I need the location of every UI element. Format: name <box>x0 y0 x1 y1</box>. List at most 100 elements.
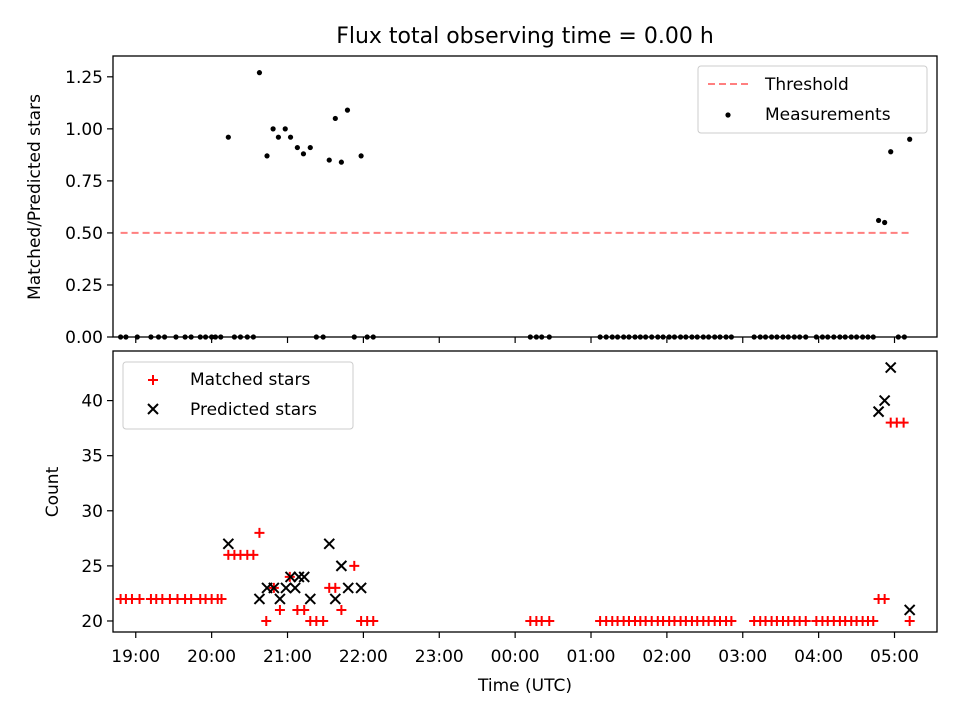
measurement-point <box>294 144 300 151</box>
predicted-star-marker <box>298 571 310 583</box>
matched-star-marker <box>868 615 879 626</box>
measurement-point <box>256 70 263 76</box>
measurement-point <box>270 126 276 132</box>
matched-star-marker <box>544 615 555 626</box>
measurement-point <box>287 134 294 140</box>
chart-title: Flux total observing time = 0.00 h <box>336 24 714 49</box>
measurements-legend-swatch <box>725 112 731 118</box>
top-ylabel: Matched/Predicted stars <box>25 94 45 300</box>
matched-star-marker <box>274 604 285 615</box>
matched-star-marker <box>318 615 329 626</box>
measurement-point <box>300 151 307 157</box>
measurement-point <box>326 157 332 163</box>
top-ytick-label: 0.75 <box>65 172 103 192</box>
bottom-xtick-label: 04:00 <box>794 647 843 667</box>
measurement-point <box>344 107 351 113</box>
predicted-star-marker <box>274 593 286 605</box>
top-ytick-label: 1.00 <box>65 120 103 140</box>
bottom-ytick-label: 25 <box>81 557 103 577</box>
predicted-star-marker <box>329 593 342 605</box>
matched-star-marker <box>726 615 737 626</box>
predicted-star-marker <box>355 582 367 594</box>
matched-star-marker <box>898 417 909 428</box>
matched-legend-label: Matched stars <box>190 370 310 390</box>
bottom-xtick-label: 21:00 <box>263 647 312 667</box>
bottom-predicted-layer <box>222 361 916 616</box>
bottom-xtick-label: 19:00 <box>111 647 160 667</box>
bottom-xtick-label: 02:00 <box>642 647 691 667</box>
predicted-legend-label: Predicted stars <box>190 400 317 420</box>
top-y-axis: 0.00 0.25 0.50 0.75 1.00 1.25 <box>65 68 113 348</box>
predicted-star-marker <box>903 604 916 616</box>
predicted-star-marker <box>268 582 280 594</box>
measurement-point <box>307 144 313 151</box>
bottom-axes-frame <box>112 350 938 633</box>
measurement-point <box>282 126 288 132</box>
predicted-star-marker <box>222 538 235 550</box>
bottom-ytick-label: 35 <box>81 447 103 467</box>
measurement-point <box>338 159 344 165</box>
threshold-legend-label: Threshold <box>764 75 849 95</box>
bottom-x-axis: 19:00 20:00 21:00 22:00 23:00 00:00 01:00 02:00… <box>111 632 919 667</box>
matched-legend-swatch <box>148 375 158 385</box>
predicted-legend-marker <box>147 403 159 415</box>
measurement-point <box>882 219 888 226</box>
top-ytick-label: 0.00 <box>65 328 103 348</box>
matched-star-marker <box>248 549 259 560</box>
top-ytick-label: 1.25 <box>65 68 103 88</box>
bottom-ylabel: Count <box>43 466 63 517</box>
matched-star-marker <box>186 593 197 604</box>
predicted-star-marker <box>878 394 891 407</box>
matched-star-marker <box>134 593 145 604</box>
bottom-panel: 20 25 30 35 40 19:00 20:00 21:00 22:00 23:00 00:0… <box>43 350 938 696</box>
matched-star-marker <box>254 527 265 538</box>
bottom-xtick-label: 05:00 <box>870 647 919 667</box>
bottom-xtick-label: 00:00 <box>491 647 540 667</box>
measurement-point <box>275 134 282 140</box>
top-x-ticks <box>135 337 896 343</box>
bottom-legend: Matched stars Predicted stars <box>122 361 354 430</box>
top-panel: 0.00 0.25 0.50 0.75 1.00 1.25 Matched/Predict… <box>25 55 938 348</box>
matched-star-marker <box>904 615 915 626</box>
bottom-matched-layer <box>115 417 915 626</box>
bottom-xlabel: Time (UTC) <box>477 676 572 696</box>
measurement-point <box>907 136 913 142</box>
matched-star-marker <box>261 615 272 626</box>
measurement-point <box>358 153 364 159</box>
predicted-star-marker <box>885 361 897 374</box>
bottom-xtick-label: 22:00 <box>339 647 388 667</box>
predicted-star-marker <box>304 593 316 605</box>
bottom-ytick-label: 40 <box>81 392 103 412</box>
measurements-legend-label: Measurements <box>765 105 891 125</box>
measurement-point <box>875 217 882 224</box>
matched-star-marker <box>330 582 341 593</box>
matched-legend-marker <box>148 375 158 385</box>
bottom-xtick-label: 01:00 <box>567 647 616 667</box>
top-ytick-label: 0.50 <box>65 224 103 244</box>
predicted-star-marker <box>335 560 348 572</box>
predicted-star-marker <box>253 593 266 605</box>
measurement-point <box>264 153 270 159</box>
matched-star-marker <box>216 593 227 604</box>
bottom-xtick-label: 03:00 <box>718 647 767 667</box>
bottom-xtick-label: 23:00 <box>415 647 464 667</box>
measurement-point <box>332 115 338 122</box>
predicted-star-marker <box>284 571 297 583</box>
bottom-y-axis: 20 25 30 35 40 <box>81 392 113 632</box>
matched-star-marker <box>800 615 811 626</box>
bottom-ytick-label: 20 <box>81 612 103 632</box>
bottom-xtick-label: 20:00 <box>187 647 236 667</box>
top-axes-frame <box>112 55 938 338</box>
matched-star-marker <box>879 593 890 604</box>
predicted-star-marker <box>342 582 354 594</box>
matched-star-marker <box>368 615 379 626</box>
predicted-star-marker <box>293 571 305 583</box>
bottom-legend-box <box>122 361 354 430</box>
predicted-legend-swatch <box>147 403 159 415</box>
matched-star-marker <box>349 560 360 571</box>
matched-star-marker <box>336 604 347 615</box>
measurement-point <box>888 149 894 155</box>
matched-star-marker <box>299 604 310 615</box>
predicted-star-marker <box>289 582 301 594</box>
